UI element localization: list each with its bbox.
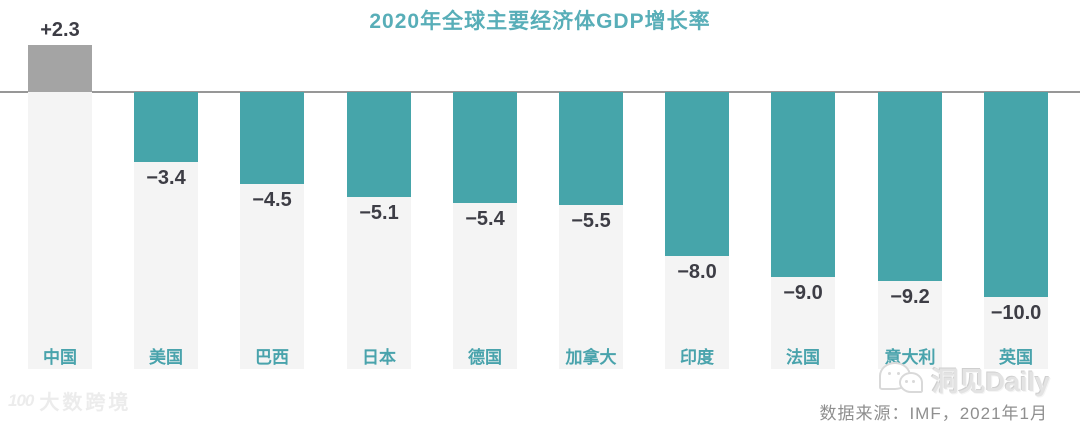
category-label: 法国 xyxy=(786,348,820,367)
wechat-bubbles-icon xyxy=(879,361,924,398)
channel-watermark: 洞见Daily xyxy=(879,360,1050,399)
category-label: 印度 xyxy=(680,348,714,367)
category-label: 加拿大 xyxy=(565,348,617,367)
channel-watermark-label: 洞见Daily xyxy=(931,367,1050,397)
value-label: −5.1 xyxy=(359,202,399,224)
value-label: +2.3 xyxy=(40,19,80,41)
negative-bar xyxy=(453,92,517,203)
negative-bar xyxy=(665,92,729,256)
publisher-watermark-label: 大数跨境 xyxy=(39,392,132,414)
publisher-watermark: 100 大数跨境 xyxy=(8,386,131,415)
negative-bar xyxy=(559,92,623,205)
negative-bar xyxy=(771,92,835,277)
category-label: 中国 xyxy=(43,348,77,367)
category-label: 英国 xyxy=(999,348,1033,367)
value-label: −9.2 xyxy=(890,286,930,308)
zero-baseline xyxy=(0,91,1080,93)
value-label: −4.5 xyxy=(252,189,292,211)
chart-title: 2020年全球主要经济体GDP增长率 xyxy=(369,10,711,33)
value-label: −10.0 xyxy=(990,302,1042,324)
value-label: −3.4 xyxy=(146,167,186,189)
column-background xyxy=(28,92,92,369)
category-label: 巴西 xyxy=(255,348,289,367)
negative-bar xyxy=(134,92,198,162)
positive-bar xyxy=(28,45,92,92)
negative-bar xyxy=(347,92,411,197)
negative-bar xyxy=(984,92,1048,297)
category-label: 德国 xyxy=(468,348,502,367)
value-label: −8.0 xyxy=(677,261,717,283)
category-label: 日本 xyxy=(362,348,396,367)
dashu-logo-icon: 100 xyxy=(8,390,34,410)
negative-bar xyxy=(878,92,942,281)
negative-bar xyxy=(240,92,304,184)
data-source-note: 数据来源：IMF，2021年1月 xyxy=(819,404,1048,423)
category-label: 美国 xyxy=(149,348,183,367)
value-label: −5.4 xyxy=(465,208,505,230)
value-label: −5.5 xyxy=(571,210,611,232)
value-label: −9.0 xyxy=(783,282,823,304)
